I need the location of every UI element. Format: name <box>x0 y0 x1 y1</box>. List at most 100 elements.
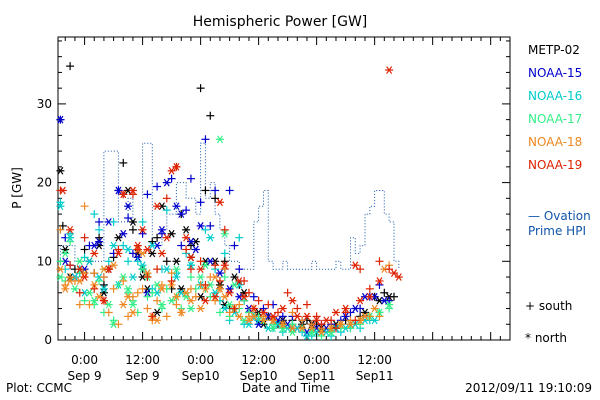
data-point-south <box>235 265 244 274</box>
data-point-north <box>370 304 379 313</box>
data-point-north <box>114 186 123 195</box>
data-point-south <box>278 312 287 321</box>
data-point-south <box>124 214 133 223</box>
data-point-north <box>85 257 94 266</box>
data-point-south <box>90 210 99 219</box>
data-point-north <box>196 304 205 313</box>
data-point-south <box>206 221 215 230</box>
data-point-south <box>186 284 195 293</box>
data-point-north <box>211 273 220 281</box>
data-point-south <box>157 280 166 289</box>
data-point-north <box>389 269 398 277</box>
data-point-north <box>104 300 113 309</box>
data-point-south <box>128 190 137 199</box>
data-point-north <box>230 273 239 281</box>
data-point-north <box>186 304 195 313</box>
y-axis-label: P [GW] <box>10 167 24 209</box>
marker-legend: + south * north <box>525 299 572 345</box>
data-point-south <box>114 320 123 329</box>
y-tick-label: 20 <box>37 176 52 190</box>
data-point-south <box>114 245 123 254</box>
data-point-north <box>341 304 350 313</box>
data-point-south <box>109 284 118 293</box>
data-point-north <box>80 269 89 277</box>
data-point-north <box>244 316 253 325</box>
data-point-north <box>365 292 374 301</box>
data-point-south <box>317 320 326 329</box>
data-point-north <box>380 296 389 305</box>
data-point-south <box>196 257 205 266</box>
data-point-north <box>356 296 365 305</box>
footer-right: 2012/09/11 19:10:09 <box>465 381 592 395</box>
data-point-south <box>298 316 307 325</box>
footer-left: Plot: CCMC <box>6 381 72 395</box>
data-point-north <box>162 178 171 187</box>
data-point-south <box>133 257 142 266</box>
data-point-south <box>211 261 220 270</box>
data-point-north <box>186 237 195 246</box>
data-point-south <box>167 269 176 278</box>
data-point-north <box>162 265 171 274</box>
ovation-line <box>59 142 400 270</box>
data-point-north <box>385 300 394 309</box>
data-point-north <box>177 210 186 218</box>
data-point-south <box>153 233 162 242</box>
data-point-south <box>148 288 157 297</box>
data-point-north <box>225 288 234 297</box>
data-point-north <box>196 265 205 274</box>
marker-legend-item: + south <box>525 299 572 313</box>
data-point-north <box>56 265 65 274</box>
data-point-south <box>80 296 89 305</box>
legend-item: NOAA-17 <box>528 112 582 126</box>
data-point-south <box>148 312 157 321</box>
data-point-north <box>215 198 224 207</box>
data-point-north <box>298 324 307 333</box>
data-point-north <box>119 229 128 238</box>
data-point-north <box>351 304 360 313</box>
data-point-south <box>331 324 340 333</box>
data-point-south <box>143 190 152 199</box>
data-point-north <box>302 332 311 340</box>
data-point-north <box>186 253 195 262</box>
data-point-north <box>157 300 166 309</box>
data-point-south <box>235 300 244 309</box>
data-point-north <box>128 308 137 317</box>
data-point-north <box>75 257 84 266</box>
data-point-north <box>259 316 268 325</box>
data-point-south <box>66 229 75 238</box>
data-point-north <box>206 257 215 266</box>
data-point-south <box>317 332 326 341</box>
data-point-north <box>133 241 142 250</box>
data-point-south <box>186 273 195 282</box>
data-point-south <box>104 257 113 266</box>
data-point-south <box>75 288 84 297</box>
data-point-south <box>273 308 282 317</box>
data-point-north <box>375 277 384 285</box>
data-point-south <box>143 292 152 301</box>
data-point-south <box>99 273 108 282</box>
legend: METP-02 NOAA-15 NOAA-16 NOAA-17 NOAA-18 NOAA-… <box>528 43 591 238</box>
data-point-north <box>109 241 118 250</box>
x-tick-time: 0:00 <box>71 353 98 367</box>
legend-item: NOAA-15 <box>528 66 582 80</box>
data-point-south <box>240 296 249 305</box>
data-point-south <box>215 276 224 285</box>
data-point-north <box>235 277 244 285</box>
data-point-south <box>220 273 229 282</box>
data-point-north <box>220 261 229 270</box>
data-point-north <box>182 233 191 242</box>
data-point-south <box>182 206 191 215</box>
data-point-south <box>215 308 224 317</box>
data-point-north <box>240 292 249 301</box>
data-point-south <box>186 174 195 183</box>
x-tick-date: Sep 9 <box>68 369 102 383</box>
data-point-south <box>80 253 89 262</box>
data-point-north <box>177 284 186 293</box>
data-point-south <box>162 206 171 215</box>
data-point-north <box>61 284 70 293</box>
data-point-north <box>124 202 133 211</box>
data-point-north <box>191 245 200 254</box>
data-point-north <box>90 241 99 250</box>
data-point-north <box>370 316 379 325</box>
